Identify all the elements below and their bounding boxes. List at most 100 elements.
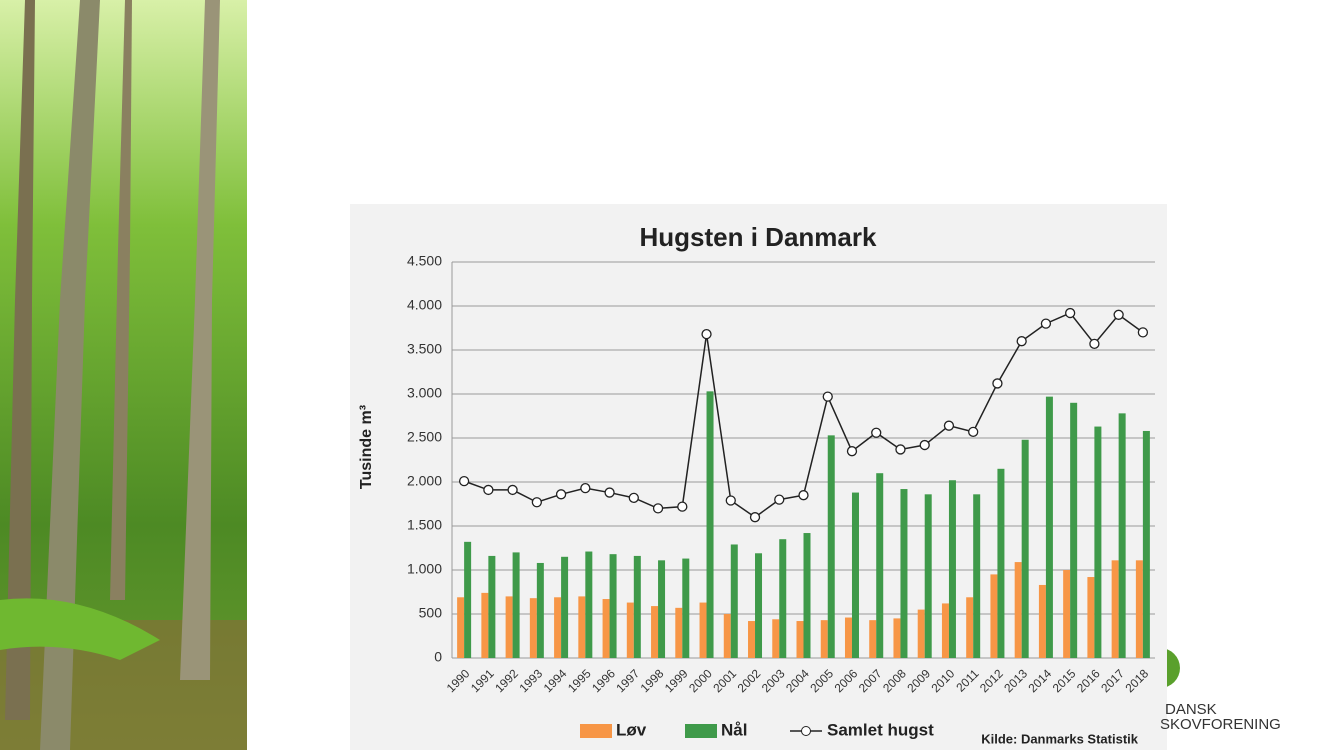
bar (633, 555, 641, 658)
line-marker (1137, 327, 1149, 338)
bar (675, 607, 683, 658)
bar (682, 558, 690, 658)
legend-swatch (685, 724, 717, 738)
logo-text: SKOVFORENING (1160, 716, 1281, 733)
line-marker (1065, 307, 1076, 319)
bar (1118, 413, 1126, 658)
line-marker (725, 495, 736, 506)
line-marker (992, 378, 1003, 389)
line-marker (1016, 336, 1027, 347)
bar (481, 592, 489, 658)
line-marker (555, 489, 567, 500)
line-marker (580, 483, 591, 494)
y-tick-label: 3.500 (407, 341, 442, 357)
bar (997, 468, 1005, 658)
bar (578, 596, 586, 658)
bar (748, 621, 756, 658)
y-axis-label: Tusinde m³ (358, 405, 375, 489)
line-marker (1113, 309, 1124, 320)
bar (803, 533, 811, 658)
bar (851, 492, 859, 658)
legend-label: Nål (721, 720, 747, 739)
line-marker (943, 420, 955, 431)
bar (1094, 426, 1102, 658)
bar (730, 544, 738, 658)
bar (990, 574, 998, 658)
bar (917, 609, 925, 658)
bar (941, 603, 949, 658)
line-marker (507, 484, 518, 496)
line-marker (483, 484, 494, 496)
line-marker (701, 329, 712, 340)
bar (457, 597, 465, 658)
bar (755, 553, 763, 658)
chart-panel (350, 204, 1167, 750)
bar (723, 614, 731, 658)
line-marker (871, 427, 882, 438)
bar (948, 480, 956, 658)
line-marker (968, 426, 979, 437)
bar (1038, 584, 1046, 658)
y-tick-label: 1.000 (407, 561, 442, 577)
bar (658, 560, 666, 658)
bar (869, 620, 877, 658)
bar (1014, 562, 1022, 658)
line-marker (677, 501, 688, 512)
y-tick-label: 500 (419, 605, 443, 621)
bar (554, 597, 562, 658)
bar (505, 596, 513, 658)
bar (609, 554, 617, 658)
bar (602, 599, 610, 658)
legend-swatch (801, 726, 811, 736)
line-marker (531, 497, 542, 508)
legend-swatch (580, 724, 612, 738)
line-marker (604, 487, 615, 498)
y-tick-label: 4.000 (407, 297, 442, 313)
bar (512, 552, 520, 658)
line-marker (1089, 338, 1100, 349)
bar (1087, 577, 1095, 658)
bar (585, 551, 593, 658)
bar (626, 602, 634, 658)
line-marker (1040, 318, 1052, 329)
bar (488, 555, 496, 658)
bar (536, 562, 544, 658)
y-tick-label: 0 (434, 649, 442, 665)
bar (464, 541, 472, 658)
logo-text: DANSK (1165, 701, 1217, 718)
bar (973, 494, 981, 658)
bar (772, 619, 780, 658)
source: Kilde: Danmarks Statistik (981, 731, 1139, 746)
bar (1111, 560, 1119, 658)
line-marker (846, 446, 858, 457)
line-marker (798, 490, 809, 501)
bar (529, 598, 537, 658)
bar (893, 618, 901, 658)
bar (561, 556, 569, 658)
line-marker (749, 512, 761, 523)
bar (651, 606, 659, 658)
bar (779, 539, 787, 658)
bar (820, 620, 828, 658)
bar (844, 617, 852, 658)
bar (876, 473, 884, 658)
y-tick-label: 3.000 (407, 385, 442, 401)
line-marker (458, 475, 470, 487)
forest-photo (0, 0, 247, 750)
bar (699, 602, 707, 658)
y-tick-label: 2.500 (407, 429, 442, 445)
bar (1070, 402, 1078, 658)
line-marker (652, 503, 664, 514)
legend-label: Samlet hugst (827, 720, 934, 739)
bar (1045, 396, 1053, 658)
bar (1135, 560, 1143, 658)
y-tick-label: 1.500 (407, 517, 442, 533)
line-marker (822, 391, 833, 402)
y-tick-label: 4.500 (407, 253, 442, 269)
bar (827, 435, 835, 658)
y-tick-label: 2.000 (407, 473, 442, 489)
bar (1063, 570, 1071, 658)
bar (1142, 430, 1150, 658)
